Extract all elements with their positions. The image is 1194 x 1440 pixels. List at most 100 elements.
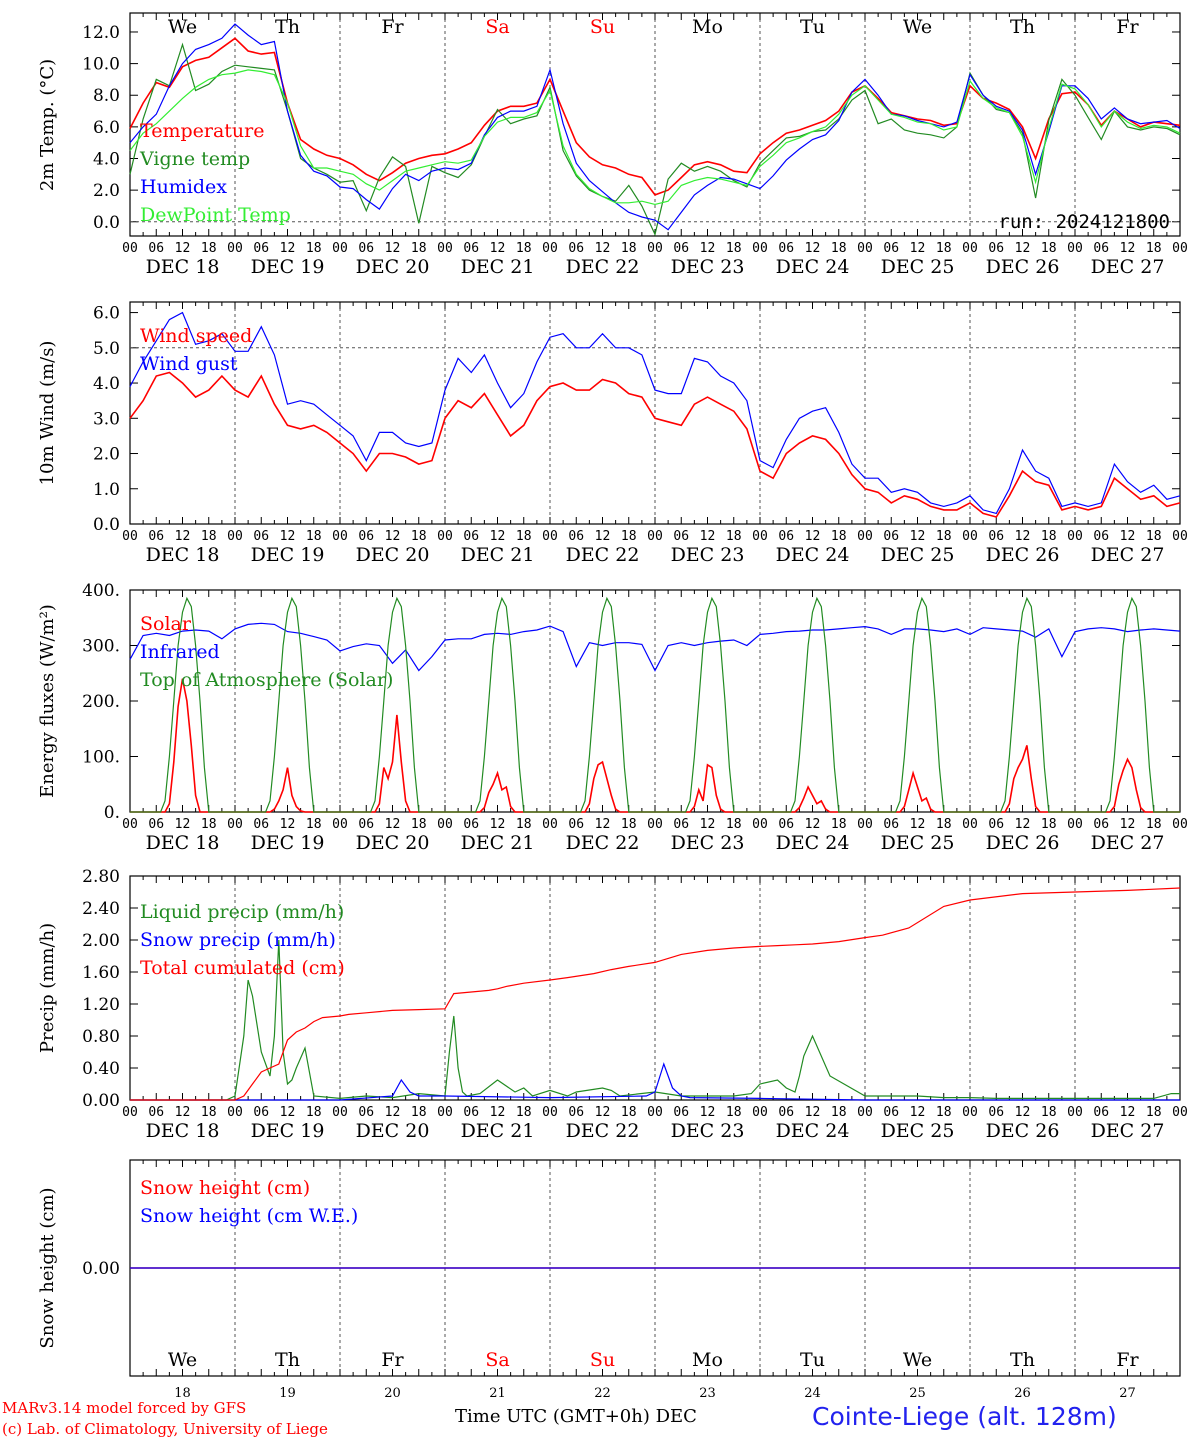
y-tick-label: 400. (82, 581, 120, 601)
date-label: DEC 18 (146, 832, 220, 854)
hour-tick-label: 12 (910, 817, 926, 832)
y-tick-label: 2.40 (82, 899, 120, 919)
y-tick-label: 0. (104, 803, 120, 823)
series-line-temperature (129, 37, 1181, 196)
hour-tick-label: 12 (805, 241, 821, 256)
hour-tick-label: 18 (1041, 1105, 1057, 1120)
date-label: DEC 19 (251, 544, 325, 566)
hour-tick-label: 06 (883, 241, 899, 256)
date-label: DEC 24 (776, 544, 850, 566)
hour-tick-label: 12 (805, 529, 821, 544)
day-number-label: 19 (279, 1386, 296, 1401)
hour-tick-label: 00 (122, 241, 138, 256)
hour-tick-label: 12 (595, 817, 611, 832)
hour-tick-label: 00 (647, 241, 663, 256)
day-number-label: 21 (489, 1386, 506, 1401)
legend-entry: Wind speed (140, 325, 252, 347)
date-label: DEC 27 (1091, 544, 1165, 566)
y-axis-label: 2m Temp. (°C) (37, 59, 58, 191)
date-label: DEC 23 (671, 832, 745, 854)
hour-tick-label: 18 (936, 1105, 952, 1120)
hour-tick-label: 06 (988, 1105, 1004, 1120)
panel-2 (129, 301, 1181, 525)
legend-entry: Wind gust (140, 353, 238, 375)
hour-tick-label: 18 (516, 529, 532, 544)
y-tick-label: 1.20 (82, 995, 120, 1015)
hour-tick-label: 00 (647, 817, 663, 832)
hour-tick-label: 18 (516, 1105, 532, 1120)
hour-tick-label: 00 (1067, 817, 1083, 832)
hour-tick-label: 00 (647, 529, 663, 544)
hour-tick-label: 06 (253, 241, 269, 256)
hour-tick-label: 00 (752, 817, 768, 832)
hour-tick-label: 00 (122, 1105, 138, 1120)
hour-tick-label: 18 (936, 241, 952, 256)
station-label: Cointe-Liege (alt. 128m) (812, 1402, 1117, 1431)
weekday-label-top: We (903, 16, 932, 38)
date-label: DEC 25 (881, 544, 955, 566)
y-tick-label: 6.0 (93, 118, 120, 138)
hour-tick-label: 06 (778, 241, 794, 256)
hour-tick-label: 06 (778, 817, 794, 832)
hour-tick-label: 06 (988, 241, 1004, 256)
hour-tick-label: 06 (988, 817, 1004, 832)
date-label: DEC 22 (566, 256, 640, 278)
series-line-snow-precip-mm-h- (130, 1062, 1180, 1101)
hour-tick-label: 12 (175, 1105, 191, 1120)
date-label: DEC 21 (461, 1120, 535, 1142)
hour-tick-label: 00 (962, 1105, 978, 1120)
hour-tick-label: 18 (936, 817, 952, 832)
hour-tick-label: 18 (1041, 241, 1057, 256)
date-label: DEC 25 (881, 1120, 955, 1142)
hour-tick-label: 00 (1067, 241, 1083, 256)
weekday-label-top: Fr (1116, 16, 1139, 38)
hour-tick-label: 18 (621, 241, 637, 256)
hour-tick-label: 12 (595, 529, 611, 544)
hour-tick-label: 06 (148, 817, 164, 832)
weekday-label-top: Su (590, 16, 615, 38)
weekday-label-top: We (168, 16, 197, 38)
hour-tick-label: 12 (805, 817, 821, 832)
date-label: DEC 21 (461, 832, 535, 854)
hour-tick-label: 00 (1172, 529, 1188, 544)
hour-tick-label: 18 (306, 241, 322, 256)
date-label: DEC 24 (776, 1120, 850, 1142)
day-number-label: 25 (909, 1386, 926, 1401)
hour-tick-label: 06 (1093, 529, 1109, 544)
panel-5 (129, 1159, 1181, 1377)
hour-tick-label: 00 (1067, 529, 1083, 544)
hour-tick-label: 12 (175, 241, 191, 256)
y-tick-label: 2.0 (93, 445, 120, 465)
date-label: DEC 19 (251, 256, 325, 278)
hour-tick-label: 12 (1015, 241, 1031, 256)
date-label: DEC 19 (251, 832, 325, 854)
hour-tick-label: 12 (280, 1105, 296, 1120)
hour-tick-label: 00 (332, 1105, 348, 1120)
hour-tick-label: 00 (962, 817, 978, 832)
weekday-label-top: Th (1010, 16, 1035, 38)
hour-tick-label: 00 (227, 1105, 243, 1120)
hour-tick-label: 12 (385, 1105, 401, 1120)
hour-tick-label: 06 (358, 241, 374, 256)
y-tick-label: 200. (82, 692, 120, 712)
hour-tick-label: 12 (280, 529, 296, 544)
day-number-label: 26 (1014, 1386, 1031, 1401)
hour-tick-label: 00 (542, 241, 558, 256)
hour-tick-label: 06 (148, 241, 164, 256)
hour-tick-label: 18 (1041, 529, 1057, 544)
y-tick-label: 0.0 (93, 515, 120, 535)
hour-tick-label: 18 (1146, 529, 1162, 544)
hour-tick-label: 12 (1015, 817, 1031, 832)
hour-tick-label: 18 (831, 1105, 847, 1120)
y-axis-label: Snow height (cm) (37, 1187, 58, 1348)
day-number-label: 22 (594, 1386, 611, 1401)
day-number-label: 24 (804, 1386, 821, 1401)
hour-tick-label: 06 (253, 817, 269, 832)
hour-tick-label: 00 (752, 1105, 768, 1120)
legend-entry: DewPoint Temp (140, 204, 291, 226)
date-label: DEC 21 (461, 544, 535, 566)
date-label: DEC 24 (776, 832, 850, 854)
hour-tick-label: 12 (910, 1105, 926, 1120)
panel-1 (129, 12, 1181, 237)
